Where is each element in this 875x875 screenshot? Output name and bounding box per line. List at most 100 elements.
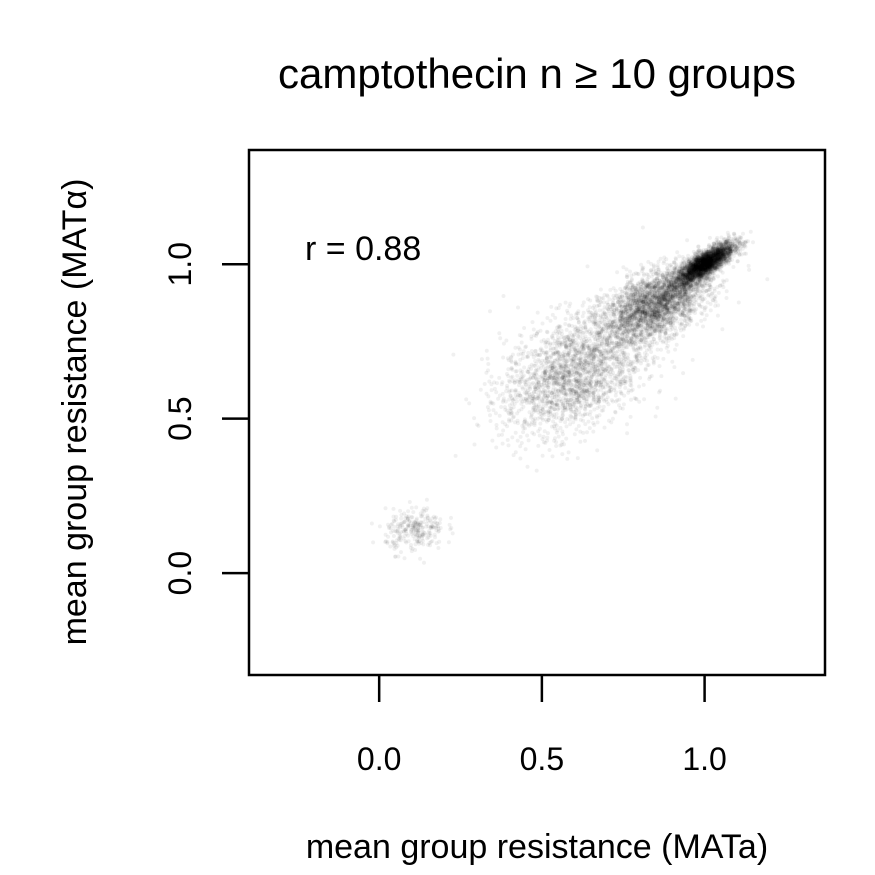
data-point — [694, 269, 698, 274]
data-point — [705, 256, 710, 261]
data-point — [682, 318, 687, 322]
data-point — [681, 284, 686, 289]
data-point — [713, 262, 718, 267]
data-point — [682, 272, 687, 277]
data-point — [703, 266, 708, 271]
data-point — [720, 252, 725, 257]
data-point — [718, 255, 723, 260]
data-point — [700, 260, 705, 264]
data-point — [701, 263, 706, 268]
data-point — [690, 271, 695, 276]
data-point — [701, 271, 706, 276]
data-point — [707, 253, 712, 258]
data-point — [711, 258, 716, 263]
data-point — [707, 262, 712, 267]
data-point — [710, 255, 715, 260]
data-point — [707, 253, 711, 258]
data-point — [687, 273, 692, 278]
data-point — [702, 253, 707, 258]
data-point — [598, 287, 603, 292]
data-point — [694, 258, 699, 262]
data-point — [693, 266, 698, 271]
data-point — [666, 291, 671, 296]
data-point — [711, 253, 716, 258]
data-point — [701, 258, 706, 263]
data-point — [690, 255, 694, 260]
data-point — [703, 259, 708, 264]
data-point — [693, 271, 698, 276]
data-point — [681, 282, 686, 287]
data-point — [696, 259, 701, 264]
data-point — [682, 280, 687, 285]
data-point — [687, 267, 692, 272]
data-point — [700, 259, 705, 264]
data-point — [706, 254, 711, 258]
data-point — [704, 260, 709, 265]
data-point — [707, 255, 712, 259]
data-point — [681, 275, 686, 280]
data-point — [714, 240, 719, 245]
data-point — [695, 271, 700, 276]
data-point — [694, 267, 699, 272]
data-point — [698, 265, 703, 270]
data-point — [686, 266, 690, 271]
data-point — [718, 251, 723, 256]
data-point — [724, 254, 729, 259]
data-point — [710, 269, 715, 274]
data-point — [713, 267, 718, 272]
data-point — [707, 256, 712, 261]
data-point — [707, 250, 712, 255]
data-point — [691, 256, 696, 261]
data-point — [722, 252, 727, 257]
data-point — [679, 284, 684, 289]
data-point — [702, 259, 707, 264]
data-point — [715, 254, 720, 259]
data-point — [701, 270, 706, 275]
data-point — [679, 282, 684, 287]
data-point — [699, 250, 704, 255]
data-point — [725, 250, 730, 255]
data-point — [689, 266, 694, 271]
data-point — [700, 273, 705, 277]
data-point — [700, 262, 705, 266]
data-point — [704, 257, 709, 262]
data-point — [688, 273, 693, 278]
data-point — [661, 261, 666, 266]
data-point — [660, 280, 665, 285]
data-point — [706, 255, 711, 260]
data-point — [700, 252, 705, 257]
data-point — [698, 274, 703, 279]
data-point — [720, 251, 725, 256]
data-point — [707, 266, 712, 270]
data-point — [686, 269, 691, 274]
data-point — [703, 268, 708, 273]
data-point — [687, 266, 692, 271]
data-point — [671, 284, 675, 289]
data-point — [707, 235, 712, 240]
data-point — [700, 268, 705, 273]
data-point — [695, 261, 700, 266]
data-point — [665, 266, 670, 271]
data-point — [691, 263, 696, 268]
data-point — [702, 265, 707, 270]
data-point — [708, 266, 713, 271]
data-point — [728, 255, 733, 260]
data-point — [705, 260, 710, 265]
data-point — [704, 261, 708, 266]
data-point — [697, 267, 702, 272]
data-point — [701, 268, 706, 273]
data-point — [711, 252, 716, 257]
data-point — [708, 263, 713, 268]
data-point — [697, 268, 702, 273]
data-point — [683, 266, 688, 271]
data-point — [700, 264, 705, 269]
data-point — [700, 272, 705, 276]
data-point — [700, 268, 705, 273]
data-point — [702, 260, 707, 265]
data-point — [700, 264, 704, 269]
data-point — [712, 264, 717, 268]
data-point — [700, 271, 705, 276]
data-point — [709, 264, 714, 269]
data-point — [719, 248, 723, 253]
data-point — [697, 302, 702, 307]
